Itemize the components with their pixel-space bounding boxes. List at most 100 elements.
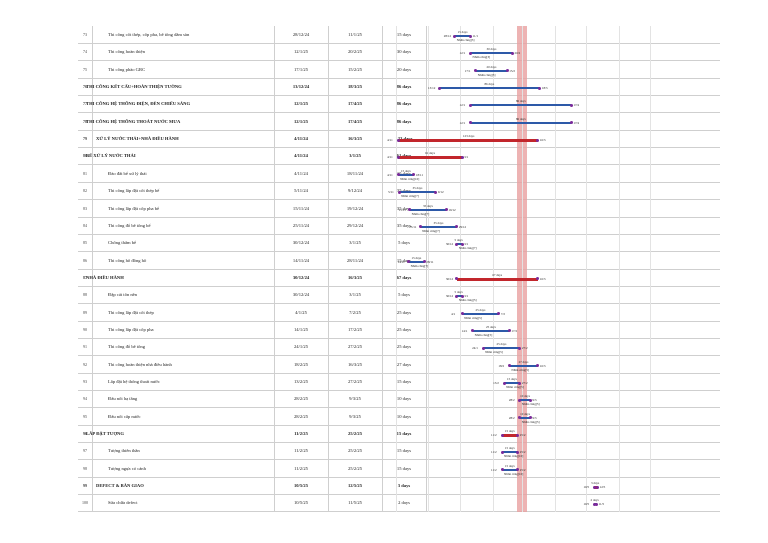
bar-end-label: 3/1 (464, 294, 469, 299)
gantt-task-bar[interactable] (475, 69, 508, 72)
bar-start-label: 13/2 (493, 381, 499, 385)
gantt-task-bar[interactable] (456, 243, 463, 246)
gantt-gridline (396, 26, 397, 512)
start-date: 10/5/25 (293, 483, 309, 489)
gantt-task-bar[interactable] (456, 295, 463, 298)
table-row[interactable]: 90 Thi công lắp đặt cốp pha 14/1/25 17/2/25… (78, 321, 720, 339)
table-row[interactable]: 84 Thi công đổ bê tông bể 25/11/24 29/12/24… (78, 217, 720, 235)
gantt-task-bar[interactable] (408, 260, 425, 263)
start-date: 30/12/24 (292, 274, 310, 280)
task-name: Sửa chữa defect (108, 500, 138, 506)
table-row[interactable]: 95 Đấu nối cấp nước 28/2/25 9/3/25 10 days (78, 408, 720, 426)
bar-start-label: 4/1 (451, 311, 456, 316)
duration: 86 days (396, 118, 412, 124)
table-row[interactable]: 93 Lắp đặt hệ thống thoát nước 13/2/25 27/2… (78, 373, 720, 391)
bar-end-point (596, 485, 600, 489)
gantt-task-bar[interactable] (472, 329, 510, 332)
task-id: 83 (83, 205, 87, 211)
table-row[interactable]: 89 Thi công lắp đặt cốt thép 4/1/25 7/2/25 2… (78, 304, 720, 322)
gantt-task-bar[interactable] (519, 399, 531, 402)
table-row[interactable]: 82 Thi công lắp đặt cốt thép bể 5/11/24 9/1… (78, 182, 720, 201)
table-row[interactable]: 78 THI CÔNG HỆ THỐNG THOÁT NƯỚC MƯA 12/1/2… (78, 113, 720, 131)
table-row[interactable]: 79 XỬ LÝ NƯỚC THẢI+NHÀ ĐIỀU HÀNH 4/11/24 16… (78, 130, 720, 149)
start-date: 11/2/25 (294, 448, 308, 454)
table-row[interactable]: 83 Thi công lắp đặt cốp pha bể 15/11/24 19/… (78, 200, 720, 218)
gantt-task-bar[interactable] (483, 347, 520, 350)
bar-start-point (469, 51, 473, 55)
table-row[interactable]: 76 THI CÔNG KẾT CẤU+HOÀN THIỆN TƯỜNG 13/12… (78, 78, 720, 97)
table-row[interactable]: 74 Thi công hoàn thiện 12/1/25 20/2/25 30 da… (78, 43, 720, 62)
table-row[interactable]: 73 Thi công cốt thép, cốp pha, bê tông dầ… (78, 26, 720, 44)
gantt-task-bar[interactable] (504, 382, 520, 384)
end-date: 3/1/25 (349, 292, 361, 298)
gantt-task-bar[interactable] (470, 104, 572, 107)
bar-duration-label: 35 days (423, 203, 433, 208)
table-row[interactable]: 96 LẮP ĐẶT TƯỢNG 11/2/25 25/2/25 15 days (78, 425, 720, 444)
table-row[interactable]: 92 Thi công hoàn thiện nhà điều hành 18/2/… (78, 356, 720, 374)
gantt-task-bar[interactable] (420, 225, 457, 228)
table-row[interactable]: 99 DEFECT & BÀN GIAO 10/5/25 12/5/25 3 days (78, 477, 720, 496)
gantt-task-bar[interactable] (454, 35, 471, 37)
gantt-summary-bar[interactable] (398, 156, 463, 160)
gantt-task-bar[interactable] (462, 312, 499, 315)
gantt-task-bar[interactable] (502, 451, 518, 454)
gantt-task-bar[interactable] (398, 173, 414, 176)
table-row[interactable]: 77 THI CÔNG HỆ THỐNG ĐIỆN, ĐÈN CHIẾU SÁNG… (78, 95, 720, 114)
gantt-summary-bar[interactable] (398, 139, 538, 143)
end-date: 9/3/25 (349, 413, 361, 419)
gantt-task-bar[interactable] (470, 121, 572, 124)
gantt-task-bar[interactable] (399, 191, 436, 194)
duration: 123 days (382, 130, 426, 147)
gantt-task-bar[interactable] (470, 52, 513, 55)
gantt-task-bar[interactable] (409, 208, 447, 211)
bar-end-point (497, 312, 501, 316)
table-row[interactable]: 91 Thi công đổ bê tông 24/1/25 27/2/25 25 da… (78, 338, 720, 357)
end-date: 11/5/25 (348, 500, 362, 506)
task-name: Thi công phào GRC (108, 66, 146, 72)
gantt-task-bar[interactable] (519, 416, 531, 419)
table-row[interactable]: 98 Tượng ngựa có cánh 11/2/25 25/2/25 15 day… (78, 460, 720, 478)
bar-end-label: 29/12 (458, 224, 467, 229)
task-name: THI CÔNG HỆ THỐNG ĐIỆN, ĐÈN CHIẾU SÁNG (86, 101, 191, 107)
task-name: Thi công lắp đặt cốp pha bể (108, 205, 160, 211)
table-row[interactable]: 97 Tượng thiên thần 11/2/25 25/2/25 15 days (78, 442, 720, 461)
bar-end-label: 12/5 (599, 485, 606, 490)
table-row[interactable]: 75 Thi công phào GRC 17/1/25 15/2/25 20 days (78, 61, 720, 79)
bar-start-label: 25/11 (409, 224, 417, 229)
table-row[interactable]: 86 Thi công hố đồng hồ 14/11/24 28/11/24 15 … (78, 252, 720, 270)
duration: 15 days (396, 431, 412, 437)
bar-resource-label: Nhân công[5] (464, 315, 482, 320)
table-row[interactable]: 88 Đập cát tôn nền 30/12/24 3/1/25 5 days (78, 286, 720, 305)
table-row[interactable]: 100 Sửa chữa defect 10/5/25 11/5/25 2 days (78, 494, 720, 513)
gantt-summary-bar[interactable] (502, 434, 518, 438)
gantt-task-bar[interactable] (502, 468, 518, 471)
duration: 86 days (396, 101, 412, 107)
task-id: 100 (82, 500, 88, 506)
end-date: 9/3/25 (349, 396, 361, 402)
start-date: 28/2/25 (293, 396, 309, 402)
task-name: Thi công đổ bê tông (108, 344, 145, 350)
task-id: 74 (83, 49, 87, 55)
duration: 15 days (396, 379, 412, 384)
table-row[interactable]: 87 NHÀ ĐIỀU HÀNH 30/12/24 16/3/25 67 days (78, 269, 720, 287)
gantt-summary-bar[interactable] (456, 277, 538, 281)
bar-end-label: 16/3 (539, 276, 546, 281)
gantt-task-bar[interactable] (509, 364, 538, 367)
task-name: LẮP ĐẶT TƯỢNG (86, 431, 124, 437)
gantt-task-bar[interactable] (439, 87, 540, 90)
table-row[interactable]: 85 Chống thấm bể 30/12/24 3/1/25 5 days (78, 234, 720, 253)
duration: 25 days (396, 344, 412, 350)
bar-start-point (455, 277, 459, 281)
table-row[interactable]: 81 Đào đất bể xử lý thải 4/11/24 18/11/24 15… (78, 165, 720, 183)
bar-resource-label: Nhân công[5] (458, 298, 477, 303)
bar-start-point (460, 312, 464, 316)
bar-start-label: 28/12 (443, 34, 452, 38)
bar-start-label: 13/12 (428, 86, 436, 91)
duration: 15 days (396, 448, 412, 454)
gantt-summary-bar[interactable] (594, 486, 598, 490)
duration: 10 days (396, 396, 412, 402)
bar-duration-label: 2 days (590, 498, 599, 503)
bar-end-point (444, 208, 448, 211)
table-row[interactable]: 94 Đấu nối hạ tầng 28/2/25 9/3/25 10 days (78, 390, 720, 409)
